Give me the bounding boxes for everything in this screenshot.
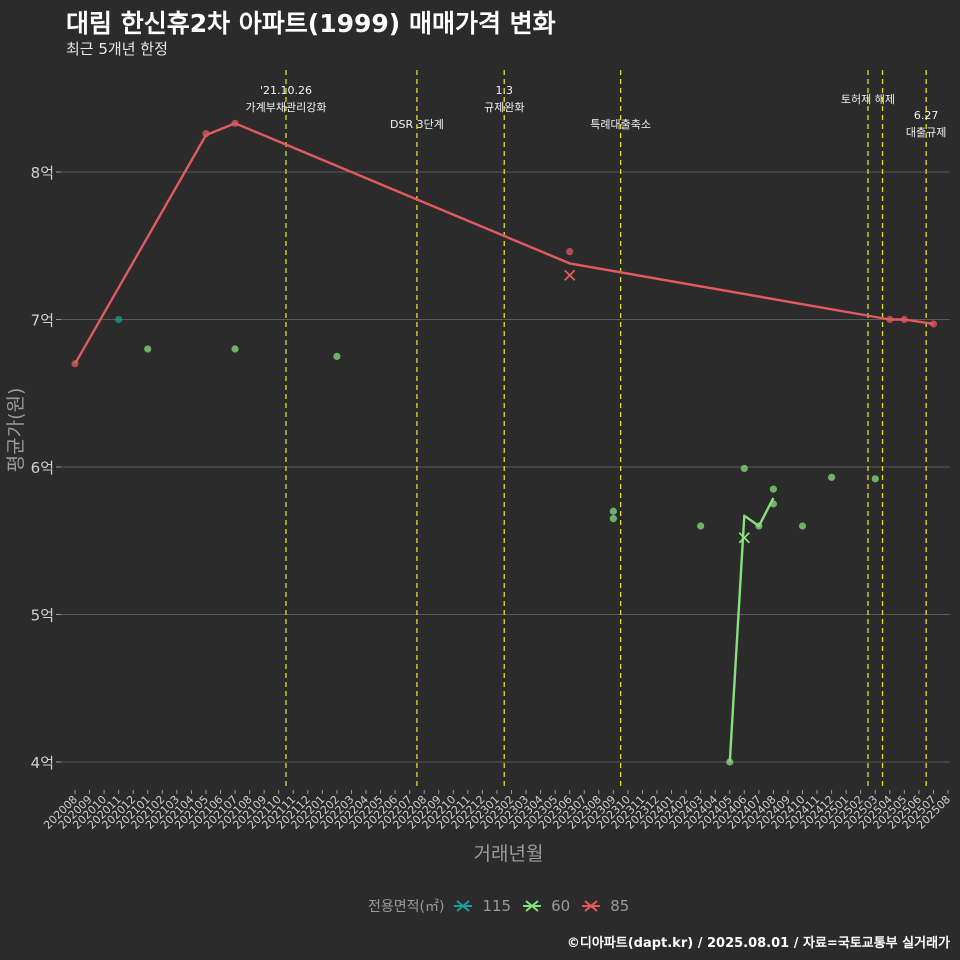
y-tick-label: 6억 bbox=[31, 459, 54, 477]
legend-key-60-icon bbox=[523, 900, 542, 912]
legend-item-115: 115 bbox=[452, 897, 511, 915]
series-60-point bbox=[609, 507, 617, 515]
legend-label-115: 115 bbox=[482, 897, 512, 915]
series-60-point bbox=[769, 500, 778, 508]
series-85-point bbox=[566, 248, 574, 256]
y-tick-label: 4억 bbox=[31, 754, 54, 772]
event-label: 규제완화 bbox=[484, 101, 524, 114]
series-60-line bbox=[728, 497, 775, 763]
series-85-point bbox=[202, 130, 210, 138]
y-tick-label: 8억 bbox=[31, 164, 54, 182]
series-85-point bbox=[71, 360, 79, 368]
series-60-point bbox=[144, 345, 152, 353]
series-60-point bbox=[609, 515, 617, 523]
event-label: 가계부채관리강화 bbox=[245, 101, 326, 114]
series-85-point bbox=[900, 315, 908, 324]
series-85-point bbox=[929, 320, 938, 328]
x-axis-title: 거래년월 bbox=[474, 843, 544, 865]
legend-key-115-icon bbox=[454, 900, 473, 912]
series-60-point bbox=[755, 522, 763, 530]
series-60-point bbox=[697, 522, 705, 530]
series-60-point bbox=[726, 758, 734, 766]
event-label: 토허제 해제 bbox=[841, 92, 895, 106]
legend-item-60: 60 bbox=[521, 897, 570, 915]
series-60-median-mark bbox=[738, 532, 750, 544]
price-chart: 4억5억6억7억8억202008202009202010202011202012… bbox=[5, 70, 953, 865]
chart-title: 대림 한신휴2차 아파트(1999) 매매가격 변화 bbox=[66, 9, 556, 38]
legend-label-60: 60 bbox=[551, 897, 571, 915]
series-60-point bbox=[333, 352, 341, 360]
chart-subtitle: 최근 5개년 한정 bbox=[66, 40, 168, 58]
series-60-point bbox=[231, 345, 239, 353]
series-85-median-mark bbox=[564, 269, 576, 281]
legend-item-85: 85 bbox=[580, 897, 629, 915]
source-caption: ©디아파트(dapt.kr) / 2025.08.01 / 자료=국토교통부 실… bbox=[566, 936, 950, 951]
legend: 전용면적(㎡) 115 60 85 bbox=[368, 896, 639, 916]
series-85-point bbox=[231, 119, 239, 127]
series-60-point bbox=[828, 473, 836, 481]
legend-key-85-icon bbox=[582, 900, 601, 912]
series-60-point bbox=[798, 522, 807, 530]
event-label: 대출규제 bbox=[906, 126, 946, 139]
event-label: 1.3 bbox=[495, 84, 513, 97]
series-60-point bbox=[871, 475, 879, 483]
series-60-point bbox=[769, 485, 778, 493]
y-tick-label: 5억 bbox=[31, 607, 54, 625]
series-85-point bbox=[886, 315, 894, 324]
event-label: 특례대출축소 bbox=[590, 118, 651, 131]
event-label: '21.10.26 bbox=[260, 84, 312, 97]
legend-title: 전용면적(㎡) bbox=[368, 899, 445, 915]
y-tick-label: 7억 bbox=[31, 312, 54, 330]
series-115-point bbox=[115, 315, 123, 324]
series-60-point bbox=[740, 464, 748, 473]
event-label: DSR 3단계 bbox=[390, 118, 444, 131]
y-axis-title: 평균가(원) bbox=[5, 388, 27, 473]
event-label: 6.27 bbox=[914, 109, 939, 122]
legend-label-85: 85 bbox=[610, 897, 630, 915]
